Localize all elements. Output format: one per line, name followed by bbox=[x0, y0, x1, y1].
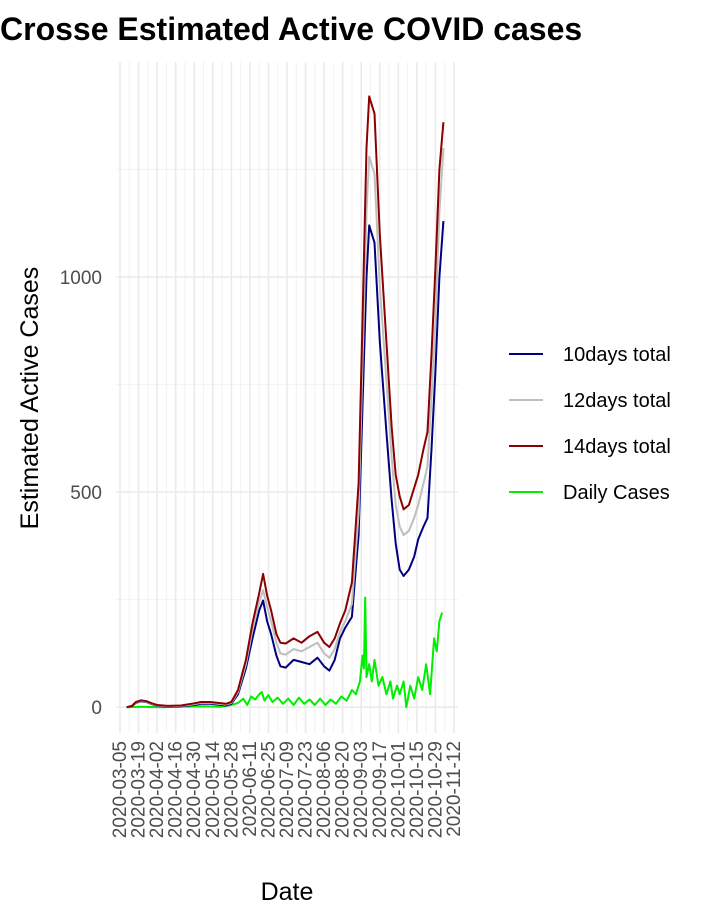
series-line-12days-total bbox=[126, 147, 445, 709]
x-tick-label: 2020-04-30 bbox=[184, 741, 205, 838]
x-tick-label: 2020-03-19 bbox=[129, 741, 150, 838]
x-tick-label: 2020-03-05 bbox=[110, 741, 131, 838]
y-axis-title: Estimated Active Cases bbox=[16, 267, 44, 530]
x-tick-label: 2020-09-17 bbox=[370, 741, 391, 838]
legend-label: 10days total bbox=[563, 344, 671, 366]
x-tick-label: 2020-05-14 bbox=[203, 741, 224, 839]
legend-label: 14days total bbox=[563, 436, 671, 458]
legend-label: 12days total bbox=[563, 390, 671, 412]
x-tick-label: 2020-06-11 bbox=[240, 741, 261, 837]
y-tick-labels: 0 500 1000 bbox=[60, 268, 102, 719]
y-tick-label: 500 bbox=[70, 483, 102, 504]
x-tick-label: 2020-07-09 bbox=[277, 741, 298, 838]
x-tick-label: 2020-05-28 bbox=[221, 741, 242, 838]
x-tick-label: 2020-06-25 bbox=[258, 741, 279, 838]
y-tick-label: 1000 bbox=[60, 268, 102, 289]
x-tick-label: 2020-08-20 bbox=[333, 741, 354, 838]
x-tick-label: 2020-10-01 bbox=[388, 741, 409, 838]
series-line-10days-total bbox=[126, 221, 445, 709]
x-tick-label: 2020-04-16 bbox=[166, 741, 187, 838]
x-tick-labels: 2020-03-052020-03-192020-04-022020-04-16… bbox=[110, 741, 465, 839]
x-tick-label: 2020-07-23 bbox=[296, 741, 317, 838]
legend: 10days total 12days total 14days total Dail… bbox=[509, 344, 671, 504]
x-tick-label: 2020-10-29 bbox=[425, 741, 446, 838]
series-lines bbox=[126, 95, 445, 709]
grid bbox=[116, 62, 458, 816]
x-tick-label: 2020-09-03 bbox=[351, 741, 372, 838]
series-line-14days-total bbox=[126, 95, 445, 709]
chart-title: Crosse Estimated Active COVID cases bbox=[0, 11, 582, 47]
x-axis-title: Date bbox=[261, 878, 314, 906]
x-tick-label: 2020-11-12 bbox=[444, 741, 465, 837]
legend-label: Daily Cases bbox=[563, 482, 670, 504]
series-line-daily-cases bbox=[126, 596, 444, 709]
x-tick-label: 2020-08-06 bbox=[314, 741, 335, 838]
x-tick-label: 2020-04-02 bbox=[147, 741, 168, 838]
x-tick-label: 2020-10-15 bbox=[407, 741, 428, 838]
y-tick-label: 0 bbox=[91, 698, 102, 719]
